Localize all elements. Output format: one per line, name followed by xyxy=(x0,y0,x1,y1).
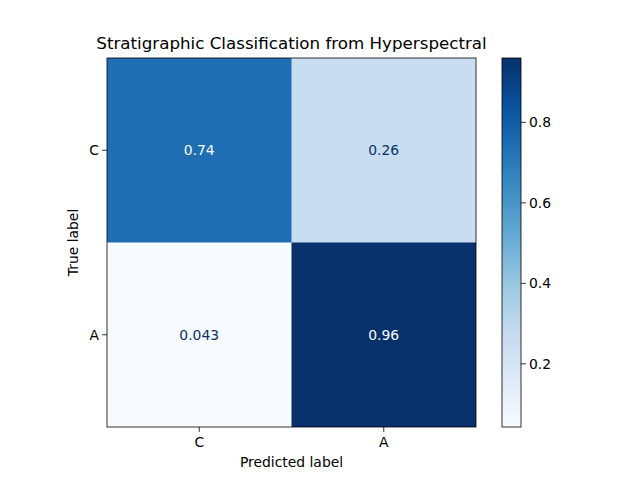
y-tick xyxy=(102,334,107,335)
cell-label: 0.26 xyxy=(368,142,399,158)
cell-labels: 0.74 0.26 0.043 0.96 xyxy=(179,142,399,343)
x-tick xyxy=(199,427,200,432)
colorbar-tick-label: 0.8 xyxy=(529,114,551,130)
cell-label: 0.96 xyxy=(368,327,399,343)
cell-label: 0.74 xyxy=(184,142,215,158)
axes-frame xyxy=(107,58,476,427)
x-tick xyxy=(383,427,384,432)
cell xyxy=(292,243,477,428)
colorbar xyxy=(502,58,521,427)
colorbar-tick xyxy=(521,283,526,284)
colorbar-tick xyxy=(521,202,526,203)
y-tick xyxy=(102,150,107,151)
cell xyxy=(107,58,292,243)
y-tick-label: A xyxy=(89,327,99,343)
colorbar-tick-label: 0.6 xyxy=(529,195,551,211)
colorbar-tick xyxy=(521,122,526,123)
chart: 0.74 0.26 0.043 0.96 C A C A Stratigraphic Class… xyxy=(0,0,640,480)
y-axis-label: True label xyxy=(65,209,81,278)
cells xyxy=(107,58,476,427)
chart-root: 0.74 0.26 0.043 0.96 C A C A Stratigraphic Class… xyxy=(0,0,640,480)
cell xyxy=(107,243,292,428)
y-tick-label: C xyxy=(89,142,99,158)
colorbar-tick xyxy=(521,363,526,364)
colorbar-tick-label: 0.2 xyxy=(529,356,551,372)
colorbar-frame xyxy=(502,58,521,427)
x-axis-label: Predicted label xyxy=(240,454,343,470)
cell-label: 0.043 xyxy=(179,327,219,343)
title: Stratigraphic Classification from Hypers… xyxy=(96,33,486,53)
x-tick-label: A xyxy=(379,434,389,450)
x-tick-label: C xyxy=(194,434,204,450)
cell xyxy=(292,58,477,243)
colorbar-tick-label: 0.4 xyxy=(529,275,551,291)
